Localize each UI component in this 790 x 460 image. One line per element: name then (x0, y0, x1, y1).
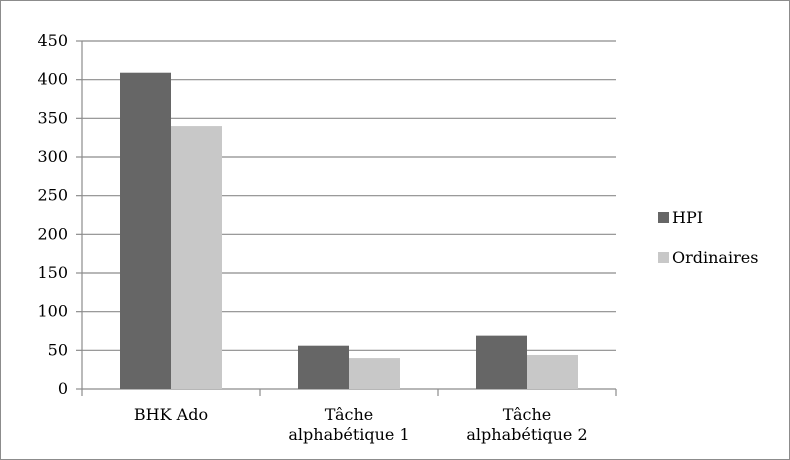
x-category-label: BHK Ado (134, 405, 208, 424)
x-category-label: alphabétique 1 (288, 425, 409, 444)
y-tick-label: 150 (37, 263, 68, 282)
bar-hpi-2 (298, 345, 349, 389)
y-tick-label: 400 (37, 70, 68, 89)
x-category-label: alphabétique 2 (466, 425, 587, 444)
y-tick-label: 450 (37, 31, 68, 50)
bars (120, 72, 578, 390)
y-tick-label: 350 (37, 108, 68, 127)
legend-label-ordinaires: Ordinaires (672, 248, 758, 267)
legend: HPI Ordinaires (658, 208, 758, 267)
y-tick-label: 50 (48, 340, 68, 359)
bar-ordinaires-2 (349, 358, 400, 389)
bar-hpi-3 (476, 335, 527, 389)
y-tick-label: 200 (37, 224, 68, 243)
bar-ordinaires-3 (527, 354, 578, 389)
legend-swatch-ordinaires (658, 252, 669, 263)
legend-label-hpi: HPI (672, 208, 703, 227)
y-tick-label: 100 (37, 302, 68, 321)
x-category-label: Tâche (325, 405, 373, 424)
x-category-label: Tâche (503, 405, 551, 424)
legend-swatch-hpi (658, 212, 669, 223)
y-tick-label: 250 (37, 186, 68, 205)
y-tick-label: 300 (37, 147, 68, 166)
y-tick-label: 0 (58, 379, 68, 398)
bar-hpi-1 (120, 72, 171, 389)
y-tick-labels: 0 50 100 150 200 250 300 350 400 450 (37, 31, 68, 398)
bar-ordinaires-1 (171, 126, 222, 390)
